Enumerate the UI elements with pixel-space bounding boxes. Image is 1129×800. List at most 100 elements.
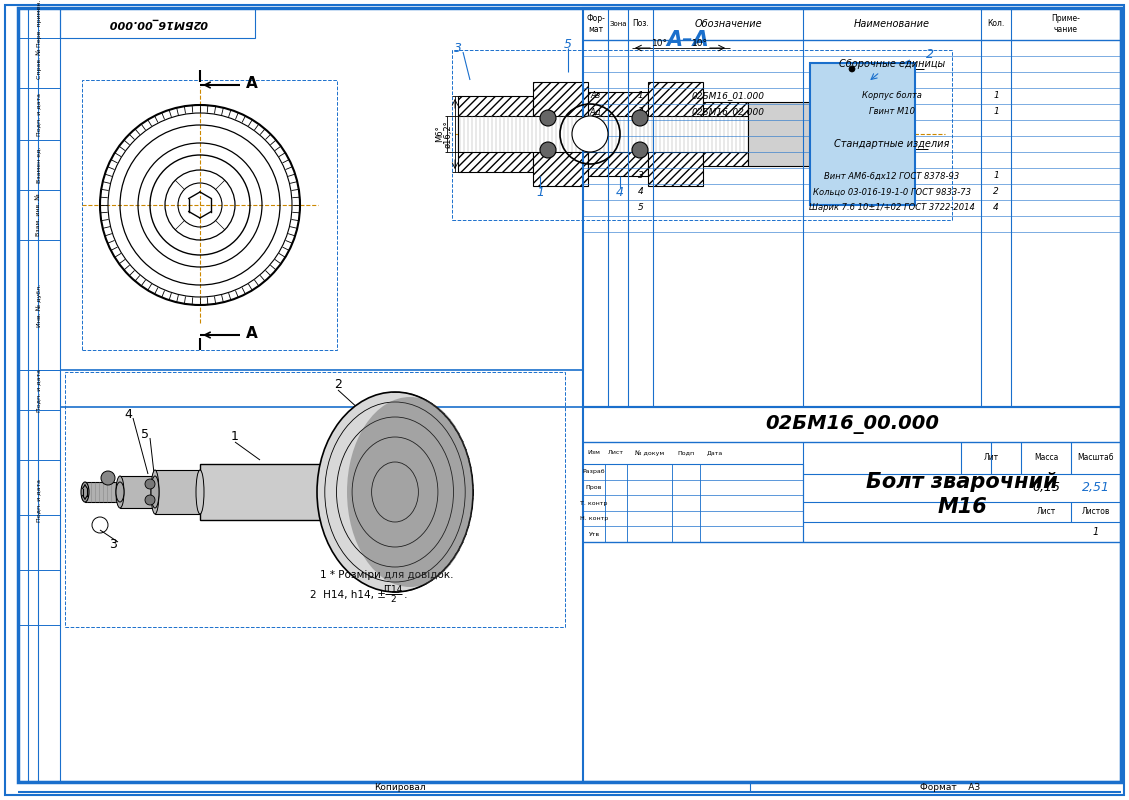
Bar (583, 8, 1121, 407)
Text: 02БМ16_00.000: 02БМ16_00.000 (108, 18, 208, 28)
Bar (458, 116, 749, 152)
Bar (703, 102, 749, 166)
Text: 1: 1 (994, 171, 999, 181)
Text: Лист: Лист (1036, 507, 1056, 517)
Bar (82, 80, 336, 350)
Text: 3: 3 (454, 42, 462, 54)
Text: 2: 2 (391, 595, 396, 605)
Text: Стандартные изделия: Стандартные изделия (834, 139, 949, 149)
Text: 2  H14, h14, ±: 2 H14, h14, ± (310, 590, 386, 600)
Bar (65, 372, 564, 627)
Text: Ад: Ад (589, 107, 602, 117)
Bar (749, 102, 813, 166)
Text: Приме-
чание: Приме- чание (1051, 14, 1080, 34)
Text: А–А: А–А (666, 30, 709, 50)
Text: IT14: IT14 (384, 586, 403, 594)
Text: Н. контр: Н. контр (580, 516, 609, 521)
Bar (809, 63, 914, 205)
Text: Инв. № дубл.: Инв. № дубл. (36, 283, 42, 326)
Text: Копировал: Копировал (374, 782, 426, 791)
Circle shape (100, 471, 115, 485)
Text: .: . (404, 590, 408, 600)
Text: M6°: M6° (436, 126, 445, 142)
Text: Кольцо 03-016-19-1-0 ГОСТ 9833-73: Кольцо 03-016-19-1-0 ГОСТ 9833-73 (813, 187, 971, 197)
Circle shape (572, 116, 609, 152)
Circle shape (540, 110, 555, 126)
Text: 02БМ16_00.000: 02БМ16_00.000 (765, 415, 939, 434)
Text: Листов: Листов (1082, 507, 1110, 517)
Text: Лист: Лист (609, 450, 624, 455)
Text: 1: 1 (536, 186, 544, 198)
Polygon shape (120, 476, 155, 508)
Bar (583, 407, 1121, 782)
Ellipse shape (151, 476, 159, 508)
Text: 5: 5 (564, 38, 572, 50)
Text: 4: 4 (638, 187, 644, 197)
Text: 2: 2 (638, 107, 644, 117)
Circle shape (145, 479, 155, 489)
Text: 2: 2 (994, 187, 999, 197)
Text: 1: 1 (994, 107, 999, 117)
Text: Зона: Зона (610, 21, 627, 27)
Text: М16: М16 (937, 497, 987, 517)
Text: 10°: 10° (653, 38, 668, 47)
Text: Изм: Изм (587, 450, 601, 455)
Text: Винт АМ6-6дх12 ГОСТ 8378-93: Винт АМ6-6дх12 ГОСТ 8378-93 (824, 171, 960, 181)
Text: Масса: Масса (1034, 454, 1058, 462)
Text: Корпус болта: Корпус болта (863, 91, 922, 101)
Text: ø16,2°: ø16,2° (444, 120, 453, 148)
Text: Перв. примен.: Перв. примен. (36, 0, 42, 46)
Polygon shape (155, 470, 200, 514)
Text: Болт зварочний: Болт зварочний (866, 472, 1058, 492)
Bar (533, 82, 588, 186)
Text: Обозначение: Обозначение (694, 19, 762, 29)
Circle shape (145, 495, 155, 505)
Text: 02БМ16_01.000: 02БМ16_01.000 (691, 91, 764, 101)
Text: 02БМ16_02.000: 02БМ16_02.000 (691, 107, 764, 117)
Text: 0,15: 0,15 (1032, 482, 1060, 494)
Text: Шарик 7.6 10±1/+02 ГОСТ 3722-2014: Шарик 7.6 10±1/+02 ГОСТ 3722-2014 (809, 203, 975, 213)
Text: Масштаб: Масштаб (1078, 454, 1114, 462)
Text: Подп. и дата: Подп. и дата (36, 478, 42, 522)
Text: 2: 2 (334, 378, 342, 391)
Text: Пров: Пров (586, 485, 602, 490)
Text: Поз.: Поз. (632, 19, 649, 29)
Text: A: A (246, 326, 257, 342)
Text: 1: 1 (638, 91, 644, 101)
Polygon shape (85, 482, 120, 502)
Text: 4: 4 (994, 203, 999, 213)
Ellipse shape (151, 470, 159, 514)
Polygon shape (200, 464, 322, 520)
Text: Подп. и дата: Подп. и дата (36, 369, 42, 411)
Ellipse shape (347, 397, 473, 587)
Circle shape (540, 142, 555, 158)
Bar (60, 8, 255, 38)
Text: № докум: № докум (634, 450, 664, 456)
Text: Дата: Дата (707, 450, 724, 455)
Ellipse shape (116, 482, 124, 502)
Text: Т. контр: Т. контр (580, 501, 607, 506)
Text: 1: 1 (1093, 527, 1100, 537)
Text: Взамен ед.: Взамен ед. (36, 146, 42, 183)
Ellipse shape (81, 482, 89, 502)
Bar (588, 92, 648, 176)
Ellipse shape (317, 392, 473, 592)
Text: 3: 3 (638, 171, 644, 181)
Bar (452, 50, 952, 220)
Text: 2: 2 (926, 49, 934, 62)
Ellipse shape (196, 470, 204, 514)
Text: 5: 5 (638, 203, 644, 213)
Text: 4: 4 (124, 409, 132, 422)
Circle shape (632, 142, 648, 158)
Text: Аз: Аз (590, 91, 601, 101)
Text: Формат    АЗ: Формат АЗ (920, 782, 980, 791)
Text: Подп: Подп (677, 450, 694, 455)
Text: Взам. инв. №: Взам. инв. № (36, 194, 42, 236)
Text: 5: 5 (141, 429, 149, 442)
Text: A: A (246, 77, 257, 91)
Text: 1 * Розміри для довідок.: 1 * Розміри для довідок. (320, 570, 454, 580)
Text: Справ. №: Справ. № (36, 49, 42, 79)
Text: Лит: Лит (983, 454, 998, 462)
Text: 3: 3 (110, 538, 117, 551)
Text: Утв: Утв (588, 532, 599, 537)
